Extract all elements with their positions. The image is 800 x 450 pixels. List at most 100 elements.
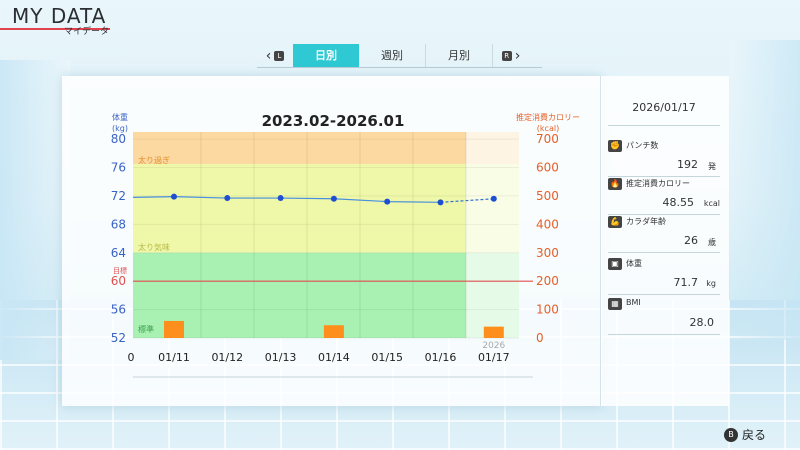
page-subtitle: マイデータ (64, 27, 110, 37)
tab-monthly[interactable]: 月別 (426, 44, 493, 68)
divider (608, 252, 720, 253)
muscle-icon: 💪 (608, 216, 622, 228)
summary-label: BMI (626, 298, 641, 307)
y-right-tick: 400 (536, 217, 559, 231)
y-right-tick: 700 (536, 132, 559, 146)
weight-point (437, 199, 444, 206)
x-tick: 01/11 (158, 351, 190, 364)
page-title: MY DATA (12, 4, 107, 28)
selected-day-highlight (466, 132, 519, 338)
tab-prev-button[interactable]: ‹ L (257, 44, 293, 68)
summary-value: 28.0 (689, 316, 715, 329)
y-left-tick: 76 (111, 161, 126, 175)
summary-date: 2026/01/17 (632, 101, 696, 114)
summary-value: 48.55 (662, 196, 695, 209)
zone-slightly-over (133, 163, 519, 253)
y-right-label: 推定消費カロリー (516, 112, 580, 122)
zone-label-normal: 標準 (138, 324, 154, 334)
chevron-left-icon: ‹ (265, 48, 272, 64)
calorie-bar (483, 326, 504, 338)
b-button-icon: B (723, 427, 738, 442)
weight-point (171, 193, 177, 200)
y-right-tick: 100 (536, 303, 559, 317)
x-tick: 01/14 (318, 351, 350, 364)
r-button-icon: R (501, 51, 512, 61)
y-right-tick: 500 (536, 189, 559, 203)
x-tick: 0 (128, 351, 135, 364)
background-glass (0, 60, 70, 360)
day-summary-panel (600, 76, 729, 406)
y-left-tick: 60 (111, 274, 126, 288)
x-tick: 01/15 (371, 351, 403, 364)
summary-unit: 歳 (708, 238, 716, 247)
chart-title: 2023.02-2026.01 (262, 112, 405, 130)
summary-label: パンチ数 (626, 141, 659, 150)
weight-point (277, 195, 284, 202)
summary-label: カラダ年齢 (626, 217, 666, 226)
y-left-tick: 56 (111, 303, 126, 317)
zone-label-overweight: 太り過ぎ (138, 155, 170, 165)
divider (608, 176, 720, 177)
period-tabs: ‹ L 日別 週別 月別 R › (257, 44, 542, 68)
punch-icon: ✊ (608, 140, 622, 152)
goal-label: 目標 (113, 266, 127, 275)
flame-icon: 🔥 (608, 178, 622, 190)
x-year-label: 2026 (482, 341, 505, 351)
zone-label-slightly-over: 太り気味 (138, 242, 170, 252)
summary-value: 192 (677, 158, 698, 171)
y-left-unit: (kg) (112, 124, 128, 133)
y-right-unit: (kcal) (537, 124, 559, 133)
l-button-icon: L (274, 51, 285, 61)
y-left-tick: 68 (111, 217, 126, 231)
tabs-divider (257, 67, 542, 68)
weight-point (330, 195, 337, 202)
x-tick: 01/12 (211, 351, 243, 364)
back-label: 戻る (741, 428, 766, 442)
y-left-label: 体重 (112, 112, 128, 122)
weight-point (224, 195, 231, 202)
summary-unit: kcal (703, 199, 720, 208)
divider (608, 214, 720, 215)
title-underline (0, 28, 110, 30)
summary-bmi: ▦ BMI 28.0 (600, 298, 728, 338)
y-left-tick: 72 (111, 189, 126, 203)
chevron-right-icon: › (514, 48, 521, 64)
summary-value: 71.7 (673, 276, 699, 289)
zone-normal (133, 252, 519, 338)
x-tick: 01/17 (478, 351, 510, 364)
y-left-tick: 64 (111, 246, 126, 260)
summary-punches: ✊ パンチ数 192 発 (600, 140, 728, 180)
summary-unit: 発 (708, 162, 716, 171)
summary-weight: ▣ 体重 71.7 kg (600, 258, 728, 298)
calculator-icon: ▦ (608, 298, 622, 310)
y-right-tick: 200 (536, 274, 559, 288)
tab-weekly[interactable]: 週別 (359, 44, 426, 68)
summary-unit: kg (706, 279, 716, 288)
summary-label: 体重 (626, 259, 642, 268)
summary-body-age: 💪 カラダ年齢 26 歳 (600, 216, 728, 256)
weight-point (490, 195, 497, 202)
divider (608, 334, 720, 335)
divider (608, 125, 720, 126)
back-button[interactable]: B 戻る (723, 426, 766, 443)
y-left-tick: 52 (111, 331, 126, 345)
tab-daily[interactable]: 日別 (293, 44, 359, 68)
y-left-tick: 80 (111, 132, 126, 146)
weight-line-projected (440, 198, 494, 203)
calorie-bar (164, 320, 184, 338)
scale-icon: ▣ (608, 258, 622, 270)
summary-calories: 🔥 推定消費カロリー 48.55 kcal (600, 178, 728, 218)
tab-next-button[interactable]: R › (493, 44, 529, 68)
y-right-tick: 0 (536, 331, 544, 345)
zone-overweight (133, 132, 519, 164)
x-tick: 01/13 (265, 351, 297, 364)
background-glass (730, 40, 800, 340)
divider (608, 294, 720, 295)
x-tick: 01/16 (425, 351, 457, 364)
summary-value: 26 (684, 234, 698, 247)
weight-point (384, 198, 391, 205)
summary-label: 推定消費カロリー (626, 179, 690, 188)
y-right-tick: 300 (536, 246, 559, 260)
calorie-bar (323, 325, 344, 338)
